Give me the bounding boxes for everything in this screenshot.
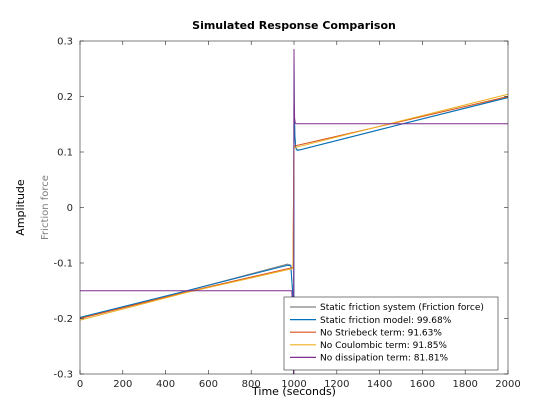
legend-label: No dissipation term: 81.81% [320, 354, 449, 364]
x-tick-label: 400 [156, 379, 175, 390]
x-tick-label: 600 [199, 379, 218, 390]
x-tick-label: 200 [113, 379, 132, 390]
legend-label: No Coulombic term: 91.85% [320, 341, 447, 351]
legend-label: Static friction system (Friction force) [320, 303, 484, 313]
y-tick-label: 0 [67, 203, 73, 214]
legend-box [283, 296, 499, 371]
y-tick-label: -0.3 [53, 370, 73, 381]
y-axis-label: Amplitude [14, 179, 27, 236]
legend-item[interactable]: Static friction model: 99.68% [290, 316, 452, 326]
legend-item[interactable]: No Striebeck term: 91.63% [290, 328, 442, 338]
legend-label: Static friction model: 99.68% [320, 316, 452, 326]
x-tick-label: 2000 [495, 379, 520, 390]
y-tick-label: -0.1 [53, 259, 73, 270]
y-tick-label: 0.1 [57, 148, 73, 159]
tick-layer: 0 200 400 600 800 1000 1200 1400 1600 1800 2000 -0.… [53, 37, 520, 391]
x-tick-label: 1000 [281, 379, 306, 390]
y-tick-label: 0.2 [57, 92, 73, 103]
legend-item[interactable]: Static friction system (Friction force) [290, 303, 484, 313]
y-tick-label: 0.3 [57, 37, 73, 48]
legend-items: Static friction system (Friction force) S… [290, 303, 484, 364]
x-tick-label: 800 [242, 379, 261, 390]
legend-label: No Striebeck term: 91.63% [320, 328, 442, 338]
x-tick-label: 0 [77, 379, 83, 390]
legend[interactable]: Static friction system (Friction force) S… [283, 296, 499, 371]
x-tick-label: 1800 [452, 379, 477, 390]
x-axis-label: Time (seconds) [251, 385, 336, 398]
x-tick-label: 1200 [324, 379, 349, 390]
chart-title: Simulated Response Comparison [192, 19, 396, 32]
legend-item[interactable]: No dissipation term: 81.81% [290, 354, 449, 364]
x-tick-label: 1400 [367, 379, 392, 390]
y-tick-label: -0.2 [53, 314, 73, 325]
x-tick-label: 1600 [410, 379, 435, 390]
legend-item[interactable]: No Coulombic term: 91.85% [290, 341, 447, 351]
channel-label: Friction force [40, 175, 51, 240]
axes-box [79, 40, 509, 375]
